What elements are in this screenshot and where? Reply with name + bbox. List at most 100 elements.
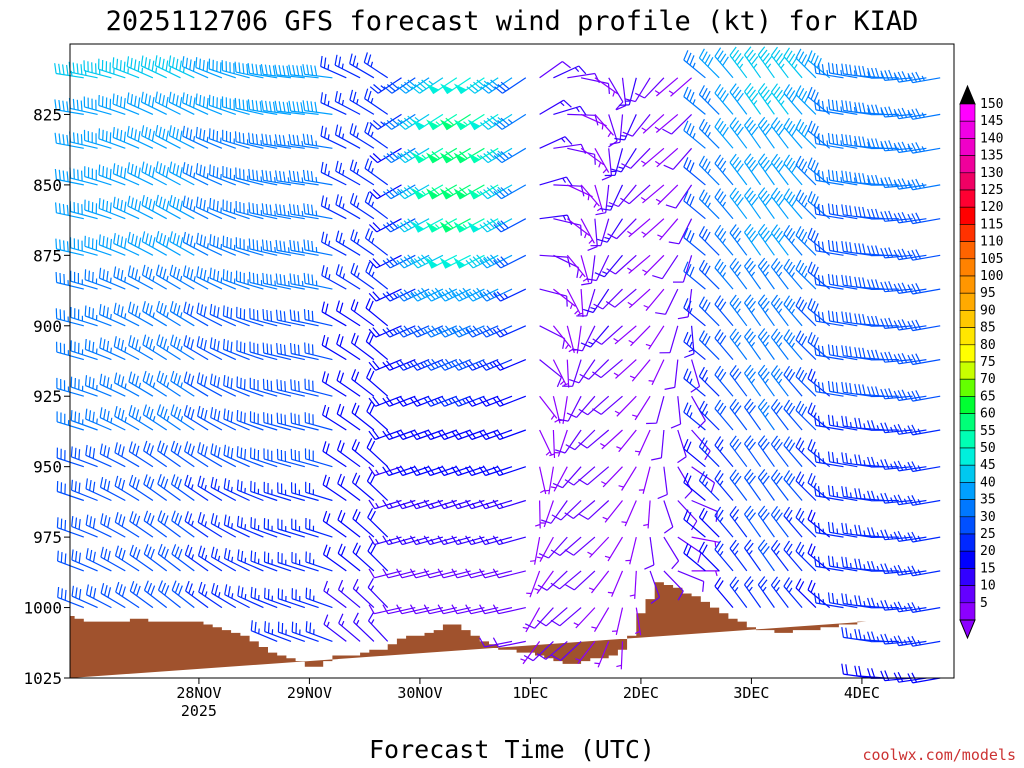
wind-barb xyxy=(621,147,651,169)
wind-barb xyxy=(867,279,899,290)
wind-barb xyxy=(382,359,416,371)
wind-barb xyxy=(363,52,389,79)
wind-barb xyxy=(169,161,195,186)
wind-barb xyxy=(698,48,720,79)
wind-barb xyxy=(493,218,527,233)
wind-barb xyxy=(368,604,402,615)
wind-barb xyxy=(580,147,605,168)
wind-barb xyxy=(222,165,250,186)
wind-barb xyxy=(112,163,140,186)
wind-barb xyxy=(57,586,85,609)
wind-barb xyxy=(663,570,684,601)
wind-barb xyxy=(322,474,347,501)
wind-barb xyxy=(757,328,775,360)
wind-barb xyxy=(770,46,789,79)
colorbar-bottom-arrow xyxy=(959,619,976,640)
wind-barb xyxy=(867,420,899,431)
wind-barb xyxy=(537,570,568,591)
wind-barb xyxy=(757,257,775,290)
wind-barb xyxy=(641,113,665,134)
wind-barb xyxy=(349,159,375,186)
wind-barb xyxy=(744,116,762,149)
wind-barb xyxy=(813,485,844,502)
wind-barb xyxy=(645,325,665,350)
wind-barb xyxy=(893,494,927,506)
wind-barb xyxy=(594,77,619,97)
wind-barb xyxy=(841,627,872,642)
wind-barb xyxy=(827,344,858,361)
wind-barb xyxy=(607,218,637,240)
wind-barb xyxy=(640,147,665,167)
wind-barb xyxy=(237,549,264,572)
wind-barb xyxy=(337,509,361,538)
colorbar-level-label: 35 xyxy=(980,493,996,508)
wind-barb xyxy=(364,88,389,115)
wind-barb xyxy=(289,203,319,220)
wind-barb xyxy=(84,375,112,397)
wind-barb xyxy=(236,479,264,502)
wind-barb xyxy=(113,372,140,397)
wind-barb xyxy=(336,333,361,361)
wind-barb xyxy=(223,478,250,502)
y-axis: 825 850 875 900 925 950 975 1000 1025 xyxy=(23,105,70,688)
wind-barb xyxy=(84,235,112,256)
wind-barb xyxy=(867,67,899,79)
wind-barb xyxy=(729,505,748,538)
wind-barb xyxy=(795,155,817,186)
wind-barb xyxy=(155,194,181,220)
wind-barb xyxy=(783,295,803,327)
credit-text: coolwx.com/models xyxy=(862,746,1016,764)
wind-barb xyxy=(195,57,223,79)
wind-barb xyxy=(595,184,610,216)
wind-barb xyxy=(114,405,140,431)
wind-barb xyxy=(142,301,168,327)
wind-barb xyxy=(827,555,858,572)
wind-barb xyxy=(783,84,803,115)
wind-barb xyxy=(757,435,775,468)
wind-barb xyxy=(352,578,375,609)
wind-barb xyxy=(143,544,168,572)
colorbar-level-label: 145 xyxy=(980,114,1003,129)
wind-barb xyxy=(99,373,126,397)
wind-barb xyxy=(322,510,347,538)
wind-barb xyxy=(551,500,582,521)
colorbar-level-label: 95 xyxy=(980,286,996,301)
wind-barb xyxy=(729,83,748,115)
wind-barb xyxy=(69,201,98,220)
wind-barb xyxy=(209,303,237,327)
colorbar-level-label: 25 xyxy=(980,527,996,542)
wind-barb xyxy=(634,429,651,456)
wind-barb xyxy=(638,466,651,494)
y-tick-label: 1025 xyxy=(23,669,62,688)
wind-barb xyxy=(451,325,485,338)
wind-barb xyxy=(663,536,680,570)
wind-barb xyxy=(770,576,789,608)
wind-barb xyxy=(275,273,305,290)
wind-barb xyxy=(208,58,236,79)
wind-barb xyxy=(567,184,593,201)
wind-barb xyxy=(827,203,858,220)
wind-barb xyxy=(478,535,513,546)
wind-barb xyxy=(566,218,590,239)
wind-barb xyxy=(210,513,237,538)
wind-barb xyxy=(451,287,485,302)
wind-barb xyxy=(465,535,499,546)
wind-barb xyxy=(550,607,582,627)
wind-barb xyxy=(893,389,927,402)
colorbar-level-label: 135 xyxy=(980,149,1003,164)
colorbar-swatch xyxy=(959,413,976,432)
wind-barb xyxy=(195,126,223,149)
wind-barb xyxy=(783,577,803,608)
wind-barb xyxy=(907,178,941,191)
wind-barb xyxy=(70,306,98,327)
wind-barb xyxy=(729,257,748,290)
wind-barb xyxy=(291,588,319,609)
wind-barb xyxy=(85,444,112,468)
wind-barb xyxy=(478,568,513,579)
wind-barb xyxy=(683,509,706,538)
wind-barb xyxy=(352,542,375,572)
wind-barb xyxy=(783,188,803,220)
wind-barb xyxy=(594,114,614,138)
colorbar-level-label: 45 xyxy=(980,458,996,473)
y-tick-label: 950 xyxy=(33,458,62,477)
